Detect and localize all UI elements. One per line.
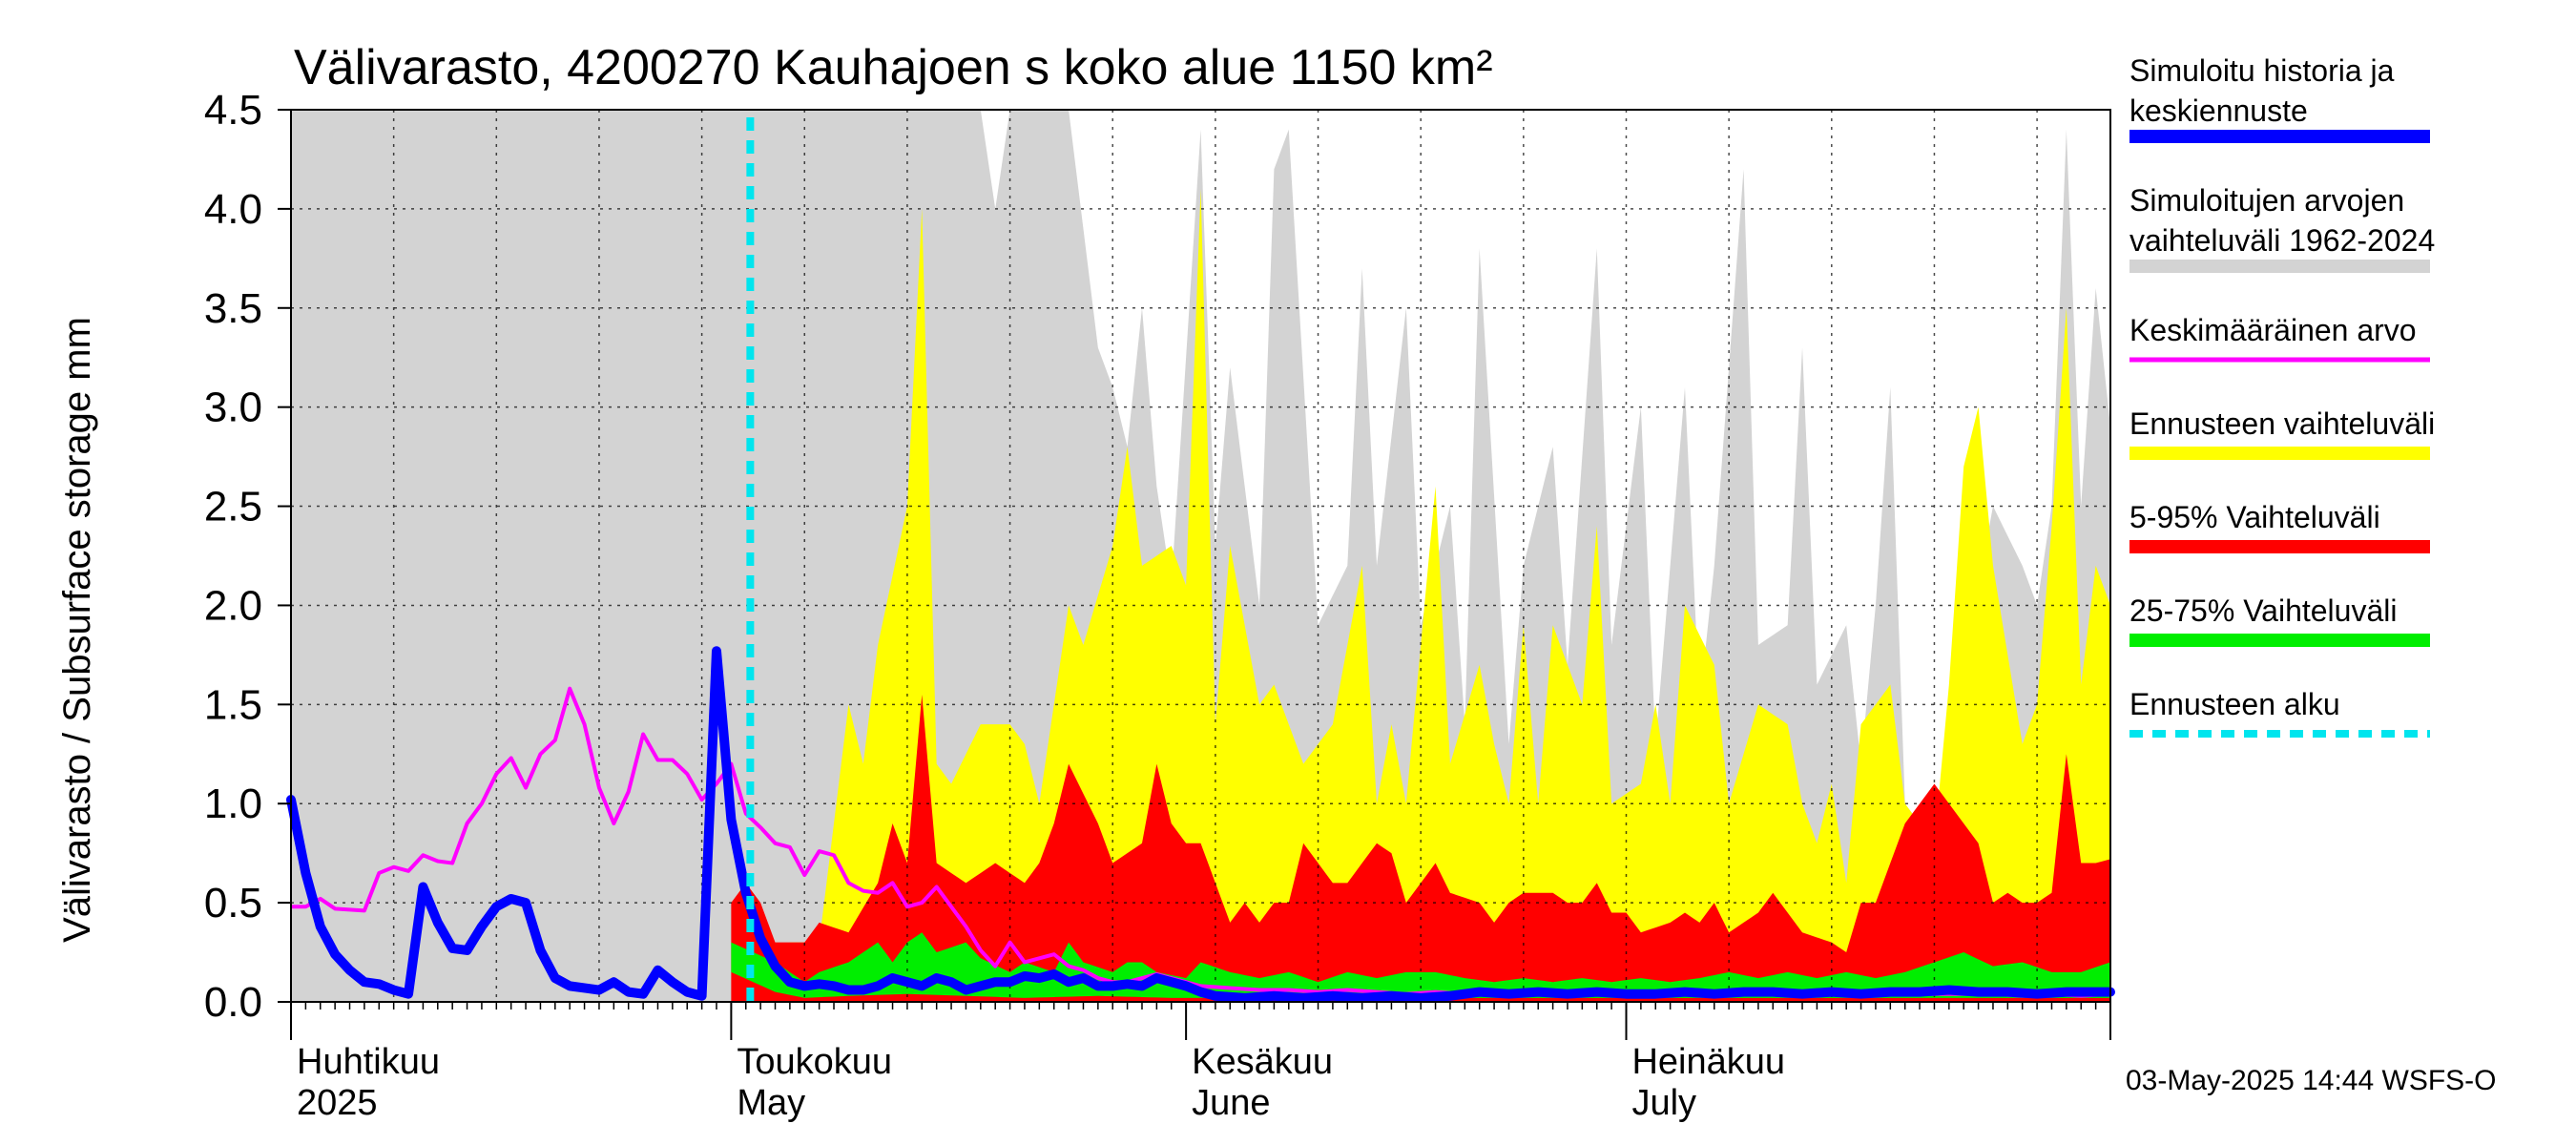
- y-tick-label: 1.5: [204, 681, 262, 728]
- legend-item: Simuloitujen arvojen vaihteluväli 1962-20…: [2129, 183, 2435, 273]
- y-tick-label: 2.0: [204, 582, 262, 629]
- x-month-label: Kesäkuu: [1192, 1042, 1333, 1082]
- y-tick-label: 2.5: [204, 484, 262, 531]
- x-month-label: Huhtikuu: [297, 1042, 440, 1082]
- y-tick-label: 0.5: [204, 880, 262, 926]
- x-month-sublabel: 2025: [297, 1083, 378, 1123]
- y-tick-label: 3.5: [204, 285, 262, 332]
- y-tick-label: 4.0: [204, 186, 262, 233]
- p5-95-range-area: [731, 694, 2110, 1002]
- legend-item: 5-95% Vaihteluväli: [2129, 500, 2430, 553]
- y-ticks: 0.0 0.5 1.0 1.5 2.0 2.5 3.0 3.5 4.0 4.5: [204, 87, 291, 1026]
- x-month-label: Heinäkuu: [1631, 1042, 1785, 1082]
- legend-label: Ennusteen alku: [2129, 687, 2340, 721]
- legend-item: Simuloitu historia ja keskiennuste: [2129, 53, 2430, 143]
- y-tick-label: 3.0: [204, 385, 262, 431]
- legend-item: 25-75% Vaihteluväli: [2129, 593, 2430, 647]
- y-tick-label: 1.0: [204, 781, 262, 827]
- legend-label: keskiennuste: [2129, 94, 2308, 128]
- series-lines: [286, 117, 2115, 1003]
- legend-item: Ennusteen vaihteluväli: [2129, 406, 2435, 460]
- y-tick-label: 4.5: [204, 87, 262, 134]
- legend-label: Ennusteen vaihteluväli: [2129, 406, 2435, 441]
- x-month-sublabel: May: [737, 1083, 805, 1123]
- legend-label: vaihteluväli 1962-2024: [2129, 223, 2435, 258]
- x-month-sublabel: June: [1192, 1083, 1270, 1123]
- legend-label: Simuloitujen arvojen: [2129, 183, 2404, 218]
- chart-title: Välivarasto, 4200270 Kauhajoen s koko al…: [294, 40, 1493, 95]
- legend-label: 5-95% Vaihteluväli: [2129, 500, 2380, 534]
- grid: [291, 110, 2110, 1002]
- legend-label: Keskimääräinen arvo: [2129, 313, 2417, 347]
- simulated-forecast-line: [286, 646, 2115, 1003]
- y-axis-label: Välivarasto / Subsurface storage mm: [56, 317, 98, 943]
- legend-item: Ennusteen alku: [2129, 687, 2430, 738]
- timestamp-footer: 03-May-2025 14:44 WSFS-O: [2126, 1065, 2497, 1096]
- legend-label: Simuloitu historia ja: [2129, 53, 2395, 88]
- legend-item: Keskimääräinen arvo: [2129, 313, 2430, 363]
- legend: Simuloitu historia jakeskiennusteSimuloi…: [2129, 53, 2435, 738]
- y-tick-label: 0.0: [204, 979, 262, 1026]
- plot-area: [291, 110, 2110, 1003]
- legend-label: 25-75% Vaihteluväli: [2129, 593, 2397, 628]
- x-month-sublabel: July: [1631, 1083, 1696, 1123]
- x-month-label: Toukokuu: [737, 1042, 892, 1082]
